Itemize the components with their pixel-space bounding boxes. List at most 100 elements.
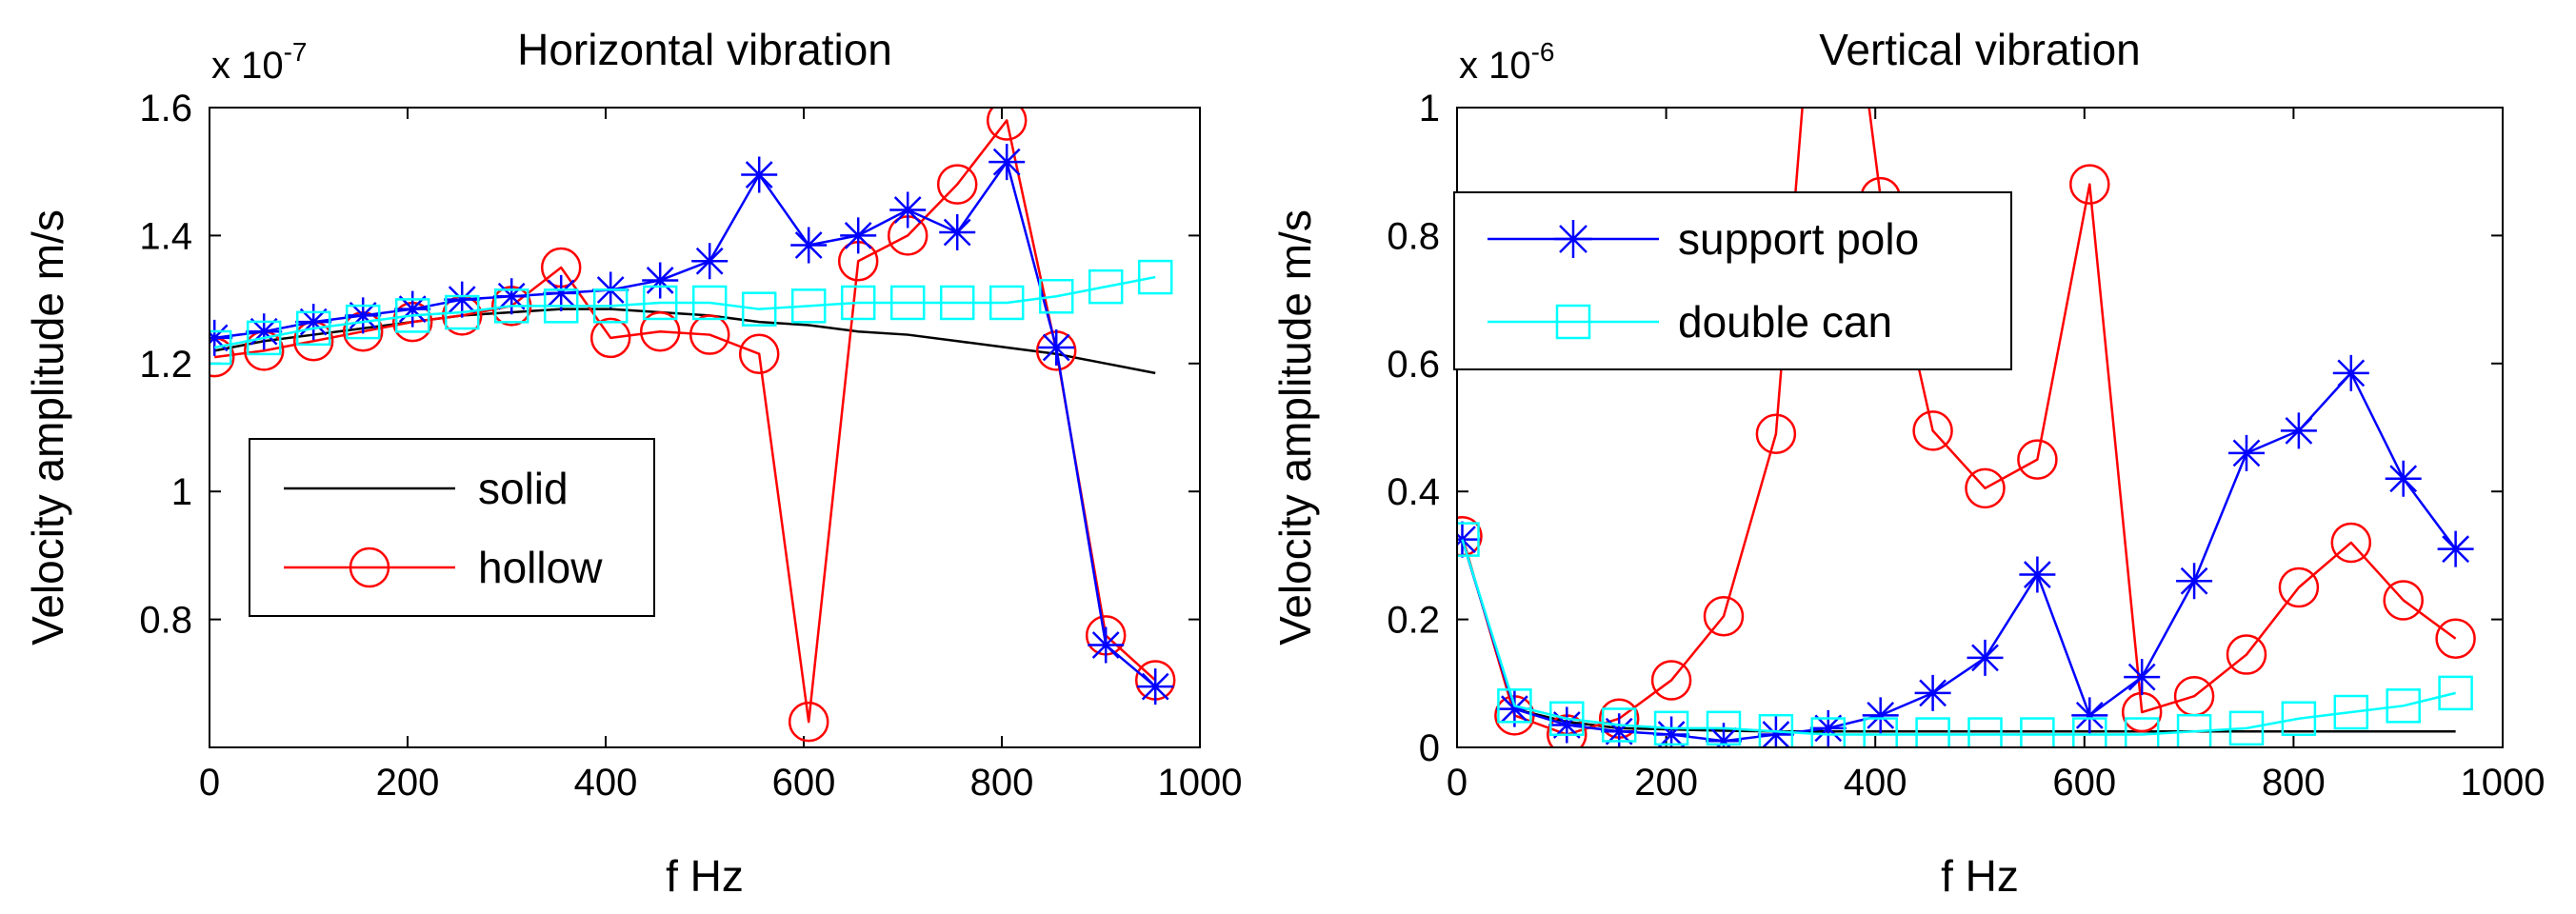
legend-box [249,438,655,617]
axes-box [1456,107,2504,748]
x-tick-label: 600 [772,762,836,804]
series-double-can [210,259,1173,366]
data-point-support-polo [988,144,1026,181]
x-tick-label: 0 [1447,762,1468,804]
data-point-support-polo [1757,716,1794,747]
data-point-double-can [1915,717,1950,747]
data-point-double-can [2438,675,2473,711]
y-tick-label: 0 [1419,727,1440,769]
data-point-support-polo [493,278,530,315]
x-axis-label: f Hz [1941,851,2019,901]
chart-title: Horizontal vibration [517,25,892,74]
data-point-hollow [936,164,978,205]
data-point-hollow [1755,413,1797,454]
data-point-double-can [444,294,480,330]
data-point-support-polo [2071,697,2108,734]
data-point-hollow [738,333,780,374]
data-point-double-can [345,304,381,340]
data-point-double-can [1088,268,1124,305]
data-point-double-can [2281,701,2317,737]
legend-marker-support-polo [1554,220,1592,258]
data-point-support-polo [939,214,976,251]
legend-label-support-polo: support polo [1678,214,1919,264]
data-point-hollow [2435,618,2476,660]
data-point-double-can [592,288,629,324]
data-point-support-polo [889,191,927,228]
data-point-double-can [1457,522,1480,557]
data-point-support-polo [2280,412,2317,449]
series-double-can [1457,522,2473,747]
data-point-double-can [988,285,1025,321]
axes-box [209,107,1201,748]
y-tick-label: 0.8 [139,600,192,642]
data-point-double-can [691,285,728,321]
data-point-double-can [741,291,777,327]
x-axis-label: f Hz [666,851,744,901]
data-point-support-polo [691,243,729,280]
legend-marker-hollow [349,546,390,588]
data-point-support-polo [2332,354,2369,391]
data-point-support-polo [1967,639,2004,676]
data-point-double-can [1038,278,1074,314]
data-point-hollow [1650,660,1692,701]
data-point-support-polo [2019,556,2056,593]
legend-entry-hollow: hollow [284,543,603,592]
x-tick-label: 200 [1634,762,1698,804]
x-tick-label: 1000 [1158,762,1243,804]
legend-entry-solid: solid [284,464,569,513]
data-point-double-can [1706,710,1742,746]
data-point-double-can [493,288,529,324]
data-point-double-can [2124,717,2160,747]
data-point-double-can [1549,701,1585,737]
chart-title: Vertical vibration [1819,25,2141,74]
data-point-hollow [986,108,1028,141]
x-tick-label: 800 [2262,762,2326,804]
horizontal-vibration-panel: Horizontal vibration x 10-7 f Hz Velocit… [23,25,1242,901]
data-point-double-can [840,285,876,321]
data-point-hollow [788,701,829,743]
data-point-double-can [642,285,678,321]
data-point-hollow [2383,580,2424,621]
x-tick-label: 1000 [2461,762,2546,804]
data-point-double-can [210,329,232,366]
legend-entry-support-polo: support polo [1488,214,1919,264]
data-point-support-polo [210,319,233,356]
data-point-support-polo [642,262,679,299]
data-point-hollow [1965,467,2006,509]
series-solid [1461,539,2456,733]
series-line-solid [1461,539,2456,733]
data-point-double-can [2333,694,2369,730]
y-tick-label: 1 [1419,88,1440,129]
y-axis-label: Velocity amplitude m/s [1270,209,1320,646]
data-point-double-can [1497,688,1532,724]
data-point-support-polo [295,304,332,341]
data-point-support-polo [1548,706,1586,744]
data-point-double-can [790,288,827,324]
y-tick-label: 0.8 [1387,215,1440,257]
data-point-double-can [2176,713,2212,747]
data-point-support-polo [1137,668,1174,705]
data-point-support-polo [1914,674,1951,711]
data-point-support-polo [1705,723,1742,747]
data-point-double-can [2072,717,2107,747]
data-point-support-polo [840,217,877,254]
legend-label-double-can: double can [1678,297,1892,347]
data-point-support-polo [790,227,828,264]
y-exponent-label: x 10-6 [1459,37,1555,87]
data-point-support-polo [246,313,283,350]
x-tick-label: 600 [2052,762,2116,804]
y-tick-label: 1.4 [139,215,192,257]
data-point-hollow [2069,164,2110,205]
series-line-double-can [1461,539,2456,736]
legend-label-solid: solid [478,464,569,513]
data-point-double-can [246,320,282,356]
data-point-support-polo [345,297,382,334]
data-point-double-can [1137,259,1173,295]
data-point-double-can [1601,707,1637,743]
data-point-support-polo [1653,716,1690,747]
legend: solid hollow [249,438,655,617]
data-point-double-can [295,310,331,347]
data-point-hollow [2330,522,2372,564]
data-point-support-polo [2124,659,2161,696]
